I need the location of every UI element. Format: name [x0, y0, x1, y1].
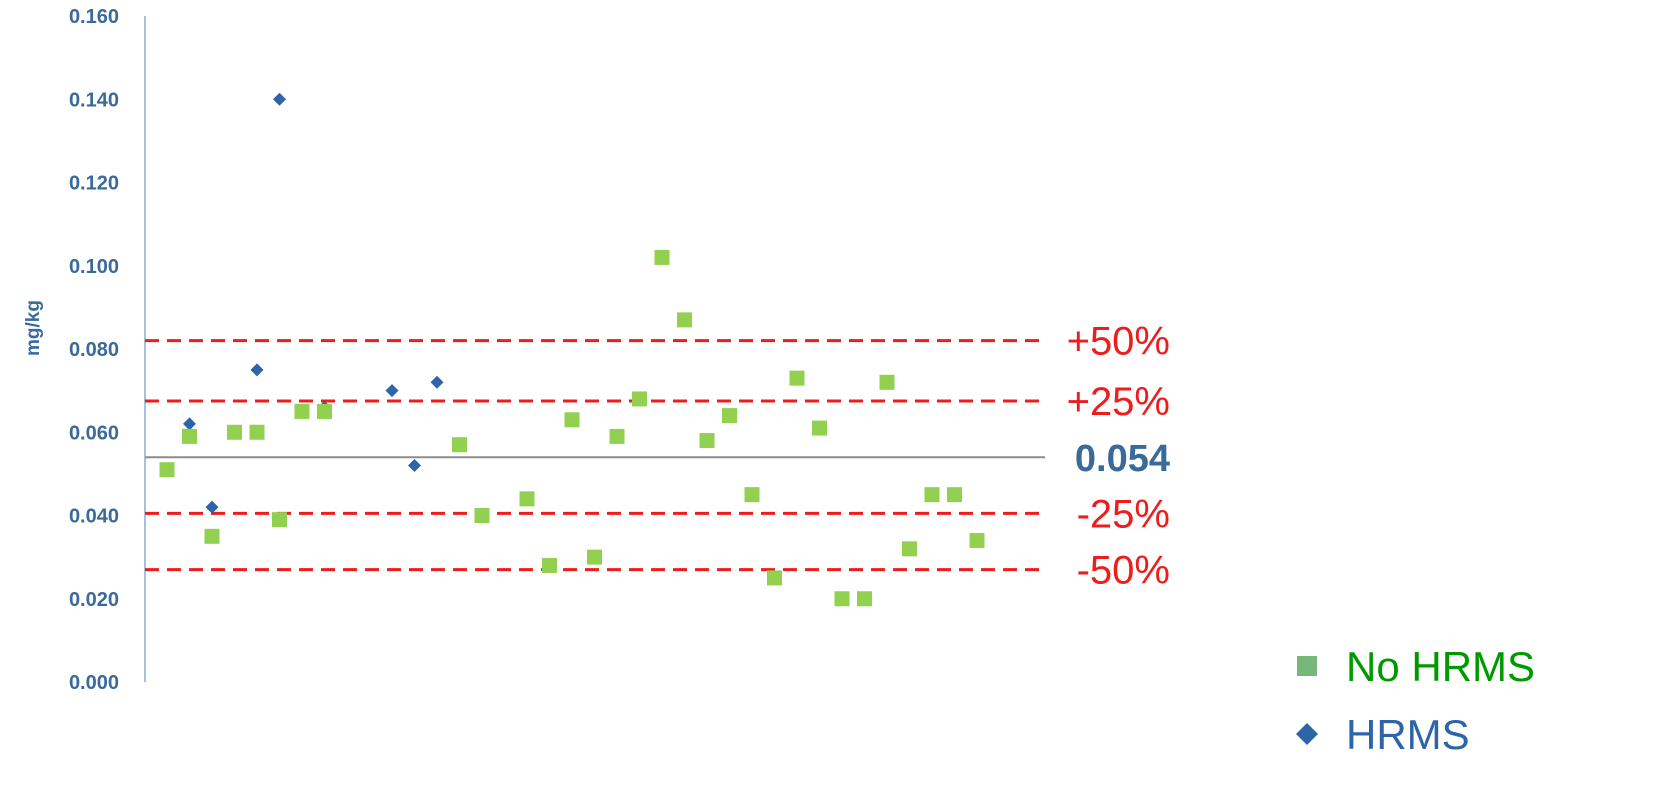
no-hrms-point	[947, 487, 962, 503]
no-hrms-point	[924, 487, 940, 503]
no-hrms-point	[857, 591, 872, 607]
threshold-label: -50%	[1077, 549, 1170, 593]
hrms-point	[408, 459, 421, 473]
no-hrms-series	[159, 249, 985, 607]
hrms-point	[385, 384, 399, 398]
legend-diamond-icon	[1296, 723, 1318, 745]
hrms-point	[205, 500, 219, 514]
no-hrms-point	[879, 374, 895, 390]
no-hrms-point	[542, 557, 557, 573]
y-tick-label: 0.040	[69, 506, 119, 528]
y-tick-label: 0.120	[69, 173, 119, 195]
y-tick-label: 0.100	[69, 256, 119, 278]
no-hrms-point	[204, 528, 220, 544]
no-hrms-point	[969, 532, 985, 548]
legend-square-icon	[1297, 656, 1317, 676]
y-tick-label: 0.020	[69, 589, 119, 611]
no-hrms-point	[812, 420, 827, 436]
no-hrms-point	[834, 591, 850, 607]
threshold-label: -25%	[1077, 492, 1170, 536]
threshold-label: +50%	[1067, 320, 1170, 364]
no-hrms-point	[159, 462, 175, 478]
y-tick-label: 0.160	[69, 6, 119, 28]
no-hrms-point	[317, 403, 332, 419]
no-hrms-point	[587, 549, 602, 565]
no-hrms-point	[249, 424, 265, 440]
no-hrms-point	[654, 249, 670, 265]
no-hrms-point	[519, 491, 535, 507]
hrms-point	[183, 417, 196, 431]
no-hrms-point	[902, 541, 917, 557]
y-axis-title: mg/kg	[23, 300, 44, 356]
no-hrms-point	[722, 408, 737, 424]
no-hrms-point	[564, 412, 580, 428]
no-hrms-point	[272, 512, 287, 528]
no-hrms-point	[744, 487, 760, 503]
no-hrms-point	[677, 312, 692, 328]
no-hrms-point	[182, 428, 197, 444]
threshold-label: +25%	[1067, 380, 1170, 424]
mean-value-label: 0.054	[1075, 438, 1170, 480]
hrms-point	[273, 92, 286, 106]
legend: No HRMS HRMS	[1296, 643, 1535, 758]
no-hrms-point	[767, 570, 782, 586]
no-hrms-point	[294, 403, 310, 419]
hrms-point	[430, 375, 444, 389]
no-hrms-point	[632, 391, 647, 407]
no-hrms-point	[227, 424, 242, 440]
reference-lines: +50% +25% 0.054 -25% -50%	[145, 320, 1170, 593]
y-tick-label: 0.000	[69, 672, 119, 694]
no-hrms-point	[609, 428, 625, 444]
y-tick-labels: 0.000 0.020 0.040 0.060 0.080 0.100 0.120 0.140…	[69, 6, 119, 694]
y-tick-label: 0.140	[69, 89, 119, 111]
no-hrms-point	[789, 370, 805, 386]
no-hrms-point	[699, 433, 715, 449]
hrms-point	[250, 363, 264, 377]
legend-label: HRMS	[1346, 711, 1470, 758]
y-tick-label: 0.060	[69, 422, 119, 444]
y-tick-label: 0.080	[69, 339, 119, 361]
no-hrms-point	[474, 508, 490, 523]
hrms-series	[183, 92, 444, 514]
legend-label: No HRMS	[1346, 643, 1535, 690]
no-hrms-point	[452, 437, 467, 453]
